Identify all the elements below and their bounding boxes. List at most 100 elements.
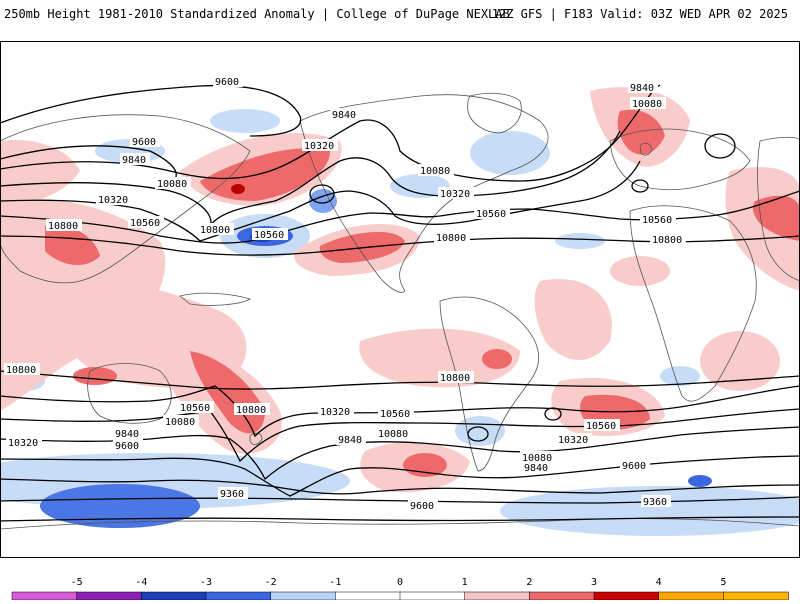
color-scale-swatch	[593, 591, 660, 601]
anomaly-area	[688, 475, 712, 487]
color-scale-swatch	[270, 591, 337, 601]
anomaly-area	[617, 109, 665, 155]
anomaly-area	[753, 195, 800, 241]
anomaly-area	[700, 331, 780, 391]
uk-outline	[639, 142, 653, 156]
anomaly-area	[403, 453, 447, 477]
contour-label: 9600	[132, 137, 156, 148]
anomaly-area	[660, 366, 700, 386]
contour-label: 10320	[98, 195, 128, 206]
contour-label: 10320	[440, 189, 470, 200]
contour-10800	[0, 370, 800, 390]
closed-low-contour	[544, 407, 562, 421]
color-scale-tick-label: 4	[656, 577, 662, 588]
contour-label: 10320	[304, 141, 334, 152]
contour-label: 10080	[378, 429, 408, 440]
new-zealand-outline	[249, 432, 263, 445]
color-scale-swatch	[723, 591, 789, 601]
closed-low-contour	[467, 426, 489, 442]
contour-label: 9600	[622, 461, 646, 472]
contour-label: 10560	[180, 403, 210, 414]
contour-10320	[0, 160, 641, 242]
color-scale-tick-label: 2	[526, 577, 532, 588]
contour-labels: 9600 9600 9840 9840 9840 10080 10080 103…	[4, 75, 686, 512]
contour-label: 10560	[380, 409, 410, 420]
contour-label: 10800	[48, 221, 78, 232]
antarctica-outline	[0, 518, 800, 558]
contour-9840	[0, 84, 661, 182]
color-scale-swatch	[76, 591, 143, 601]
europe-outline	[609, 128, 751, 191]
contour-label: 9840	[630, 83, 654, 94]
color-scale-tick-label: 5	[720, 577, 726, 588]
closed-low-contour	[704, 133, 736, 159]
contour-label: 10560	[130, 218, 160, 229]
contour-10320	[0, 408, 800, 463]
anomaly-area	[500, 486, 800, 536]
color-scale-swatch	[335, 591, 401, 601]
contour-label: 9840	[122, 155, 146, 166]
anomaly-area	[610, 256, 670, 286]
contour-label: 9840	[115, 429, 139, 440]
map-panel: 9600 9600 9840 9840 9840 10080 10080 103…	[0, 41, 800, 558]
color-scale-swatch	[399, 591, 466, 601]
map-title: 250mb Height 1981-2010 Standardized Anom…	[4, 7, 510, 21]
color-scale-ticks: -5 -4 -3 -2 -1 0 1 2 3 4 5	[71, 577, 727, 588]
coastlines	[0, 92, 800, 558]
color-scale-tick-label: -3	[200, 577, 212, 588]
color-scale-tick-label: 3	[591, 577, 597, 588]
anomaly-area	[210, 109, 280, 133]
africa-outline	[629, 205, 757, 402]
contour-label: 10560	[254, 230, 284, 241]
contour-label: 10560	[476, 209, 506, 220]
contour-label: 9600	[115, 441, 139, 452]
color-scale-swatch	[529, 591, 595, 601]
color-scale-swatch	[464, 591, 531, 601]
contour-label: 10320	[8, 438, 38, 449]
contour-label: 9840	[332, 110, 356, 121]
contour-10080	[0, 426, 800, 481]
anomaly-area	[73, 367, 117, 385]
anomaly-area	[359, 328, 520, 388]
color-scale-swatch	[658, 591, 725, 601]
contour-10080	[0, 130, 621, 227]
color-scale-tick-label: -5	[71, 577, 83, 588]
contour-9600	[0, 145, 177, 180]
anomaly-area	[482, 349, 512, 369]
contour-label: 10080	[522, 453, 552, 464]
asia-east-outline	[757, 136, 800, 282]
anomaly-area	[231, 184, 245, 194]
contour-label: 10080	[165, 417, 195, 428]
contour-label: 10560	[586, 421, 616, 432]
anomaly-area	[534, 279, 612, 360]
color-scale-swatch	[205, 591, 272, 601]
color-scale-segments	[11, 591, 789, 601]
anomaly-area	[45, 225, 100, 266]
anomaly-map: 9600 9600 9840 9840 9840 10080 10080 103…	[0, 41, 800, 558]
contour-label: 10080	[632, 99, 662, 110]
color-scale-tick-label: -2	[265, 577, 277, 588]
color-scale-tick-label: 1	[462, 577, 468, 588]
contour-label: 10080	[157, 179, 187, 190]
contour-label: 10800	[440, 373, 470, 384]
anomaly-area	[0, 140, 80, 203]
color-scale-swatch	[141, 591, 207, 601]
anomaly-area	[390, 174, 450, 198]
closed-low-contour	[309, 184, 335, 204]
anomaly-area	[40, 484, 200, 528]
contour-label: 9600	[215, 77, 239, 88]
contour-label: 10800	[236, 405, 266, 416]
indonesia-outline	[179, 292, 251, 306]
australia-outline	[87, 363, 172, 424]
contour-label: 10080	[420, 166, 450, 177]
model-run-info: 12Z GFS | F183 Valid: 03Z WED APR 02 202…	[491, 7, 788, 21]
north-america-outline	[299, 94, 549, 293]
color-scale-tick-label: -1	[329, 577, 341, 588]
anomaly-area	[555, 233, 605, 249]
contour-label: 9360	[643, 497, 667, 508]
header: 250mb Height 1981-2010 Standardized Anom…	[0, 0, 800, 34]
contour-label: 10560	[642, 215, 672, 226]
contour-label: 10800	[436, 233, 466, 244]
contour-label: 10320	[558, 435, 588, 446]
contour-9360	[0, 516, 800, 522]
